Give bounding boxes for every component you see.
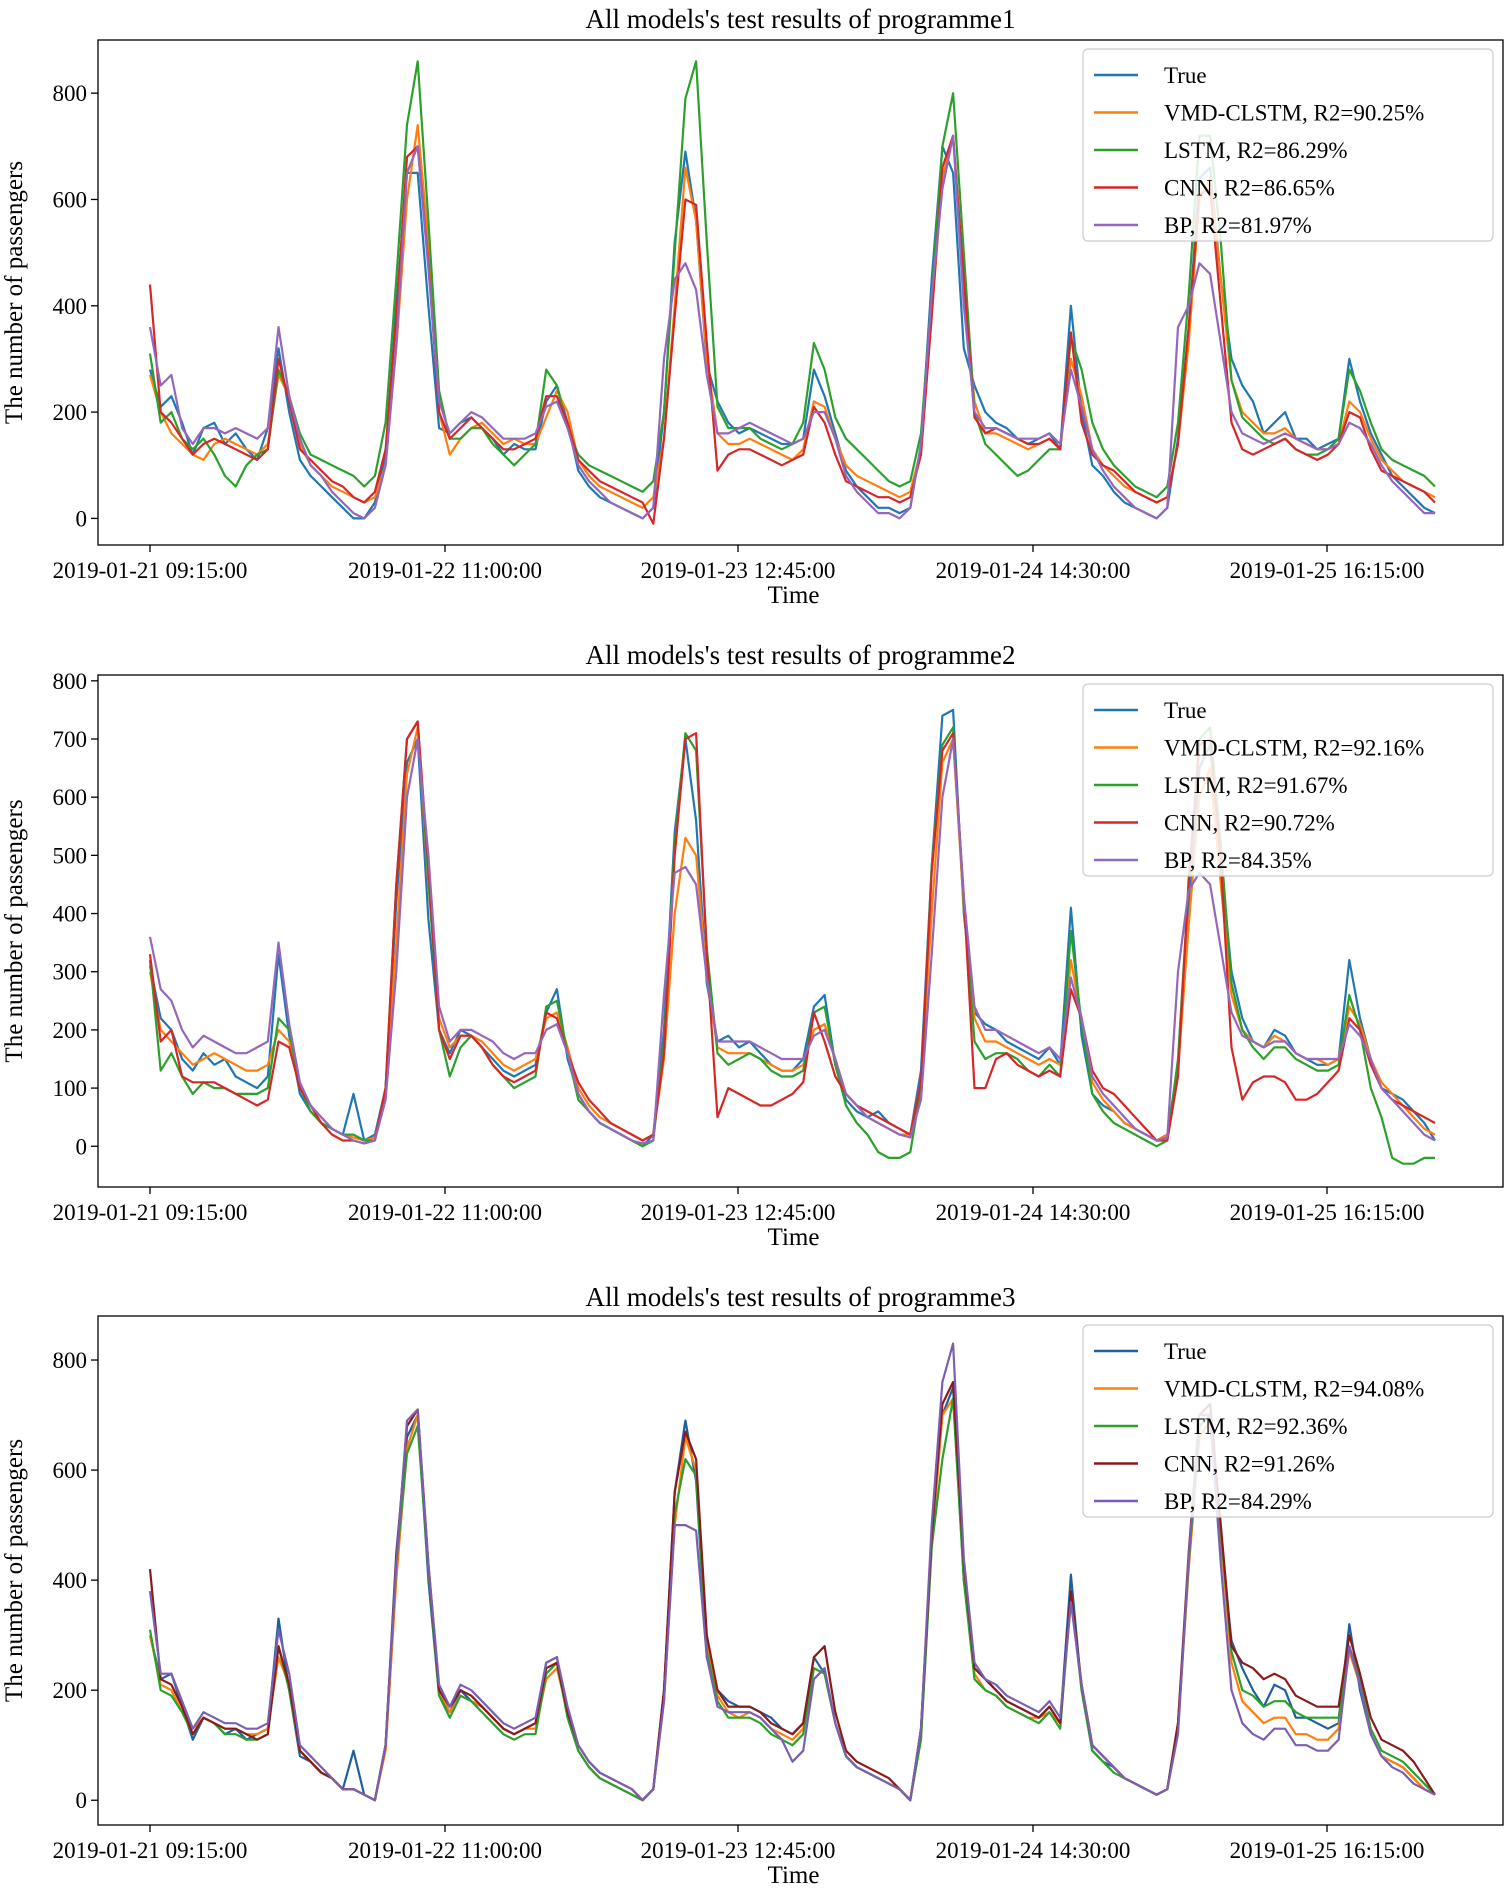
chart-title: All models's test results of programme1 <box>585 4 1015 34</box>
y-tick-label: 700 <box>53 727 88 752</box>
legend-label: CNN, R2=91.26% <box>1164 1452 1335 1477</box>
x-tick-label: 2019-01-24 14:30:00 <box>936 558 1131 583</box>
legend-label: True <box>1164 1339 1207 1364</box>
legend: True VMD-CLSTM, R2=90.25% LSTM, R2=86.29% C… <box>1082 48 1494 242</box>
y-tick-label: 100 <box>53 1076 88 1101</box>
x-axis-label: Time <box>768 1224 820 1251</box>
y-tick-label: 600 <box>53 785 88 810</box>
y-tick-label: 200 <box>53 400 88 425</box>
legend-label: LSTM, R2=92.36% <box>1164 1414 1348 1439</box>
y-axis-label: The number of passengers <box>1 1439 28 1702</box>
y-tick-label: 400 <box>53 1568 88 1593</box>
y-tick-label: 0 <box>76 1134 88 1159</box>
x-axis-label: Time <box>768 1862 820 1889</box>
x-axis-label: Time <box>768 582 820 609</box>
y-axis-label: The number of passengers <box>1 799 28 1062</box>
legend-box <box>1082 48 1494 242</box>
x-tick-label: 2019-01-21 09:15:00 <box>53 558 248 583</box>
legend-label: CNN, R2=86.65% <box>1164 176 1335 201</box>
axes-frame <box>97 674 1504 1188</box>
x-tick-label: 2019-01-21 09:15:00 <box>53 1838 248 1863</box>
legend-box <box>1082 1324 1494 1518</box>
axes-frame <box>97 39 1504 546</box>
plot-area <box>148 60 1436 525</box>
x-tick-label: 2019-01-21 09:15:00 <box>53 1200 248 1225</box>
y-tick-label: 0 <box>76 506 88 531</box>
x-tick-label: 2019-01-23 12:45:00 <box>641 1200 836 1225</box>
x-tick-label: 2019-01-22 11:00:00 <box>348 558 542 583</box>
plot-area <box>148 1342 1436 1802</box>
legend-label: True <box>1164 63 1207 88</box>
y-tick-label: 200 <box>53 1678 88 1703</box>
x-tick-label: 2019-01-24 14:30:00 <box>936 1200 1131 1225</box>
y-axis-label: The number of passengers <box>1 161 28 424</box>
legend: True VMD-CLSTM, R2=94.08% LSTM, R2=92.36% C… <box>1082 1324 1494 1518</box>
legend-label: VMD-CLSTM, R2=92.16% <box>1164 736 1424 761</box>
legend-label: BP, R2=84.35% <box>1164 848 1312 873</box>
x-tick-label: 2019-01-25 16:15:00 <box>1230 1200 1425 1225</box>
chart-title: All models's test results of programme2 <box>585 640 1015 670</box>
x-tick-label: 2019-01-25 16:15:00 <box>1230 1838 1425 1863</box>
legend-label: BP, R2=84.29% <box>1164 1489 1312 1514</box>
series-line-bp <box>148 737 1436 1145</box>
y-tick-label: 200 <box>53 1018 88 1043</box>
chart-1: All models's test results of programme1 0… <box>1 4 1504 609</box>
chart-3: All models's test results of programme3 0… <box>1 1282 1504 1889</box>
chart-2: All models's test results of programme2 0… <box>1 640 1504 1251</box>
legend-label: True <box>1164 698 1207 723</box>
legend-box <box>1082 683 1494 877</box>
y-tick-label: 600 <box>53 1458 88 1483</box>
y-tick-label: 0 <box>76 1788 88 1813</box>
legend-label: LSTM, R2=86.29% <box>1164 138 1348 163</box>
y-tick-label: 800 <box>53 669 88 694</box>
legend-label: VMD-CLSTM, R2=90.25% <box>1164 101 1424 126</box>
x-tick-label: 2019-01-22 11:00:00 <box>348 1838 542 1863</box>
legend: True VMD-CLSTM, R2=92.16% LSTM, R2=91.67% C… <box>1082 683 1494 877</box>
y-tick-label: 800 <box>53 81 88 106</box>
y-tick-label: 400 <box>53 294 88 319</box>
x-tick-label: 2019-01-24 14:30:00 <box>936 1838 1131 1863</box>
x-tick-label: 2019-01-22 11:00:00 <box>348 1200 542 1225</box>
legend-label: CNN, R2=90.72% <box>1164 811 1335 836</box>
legend-label: VMD-CLSTM, R2=94.08% <box>1164 1377 1424 1402</box>
x-tick-label: 2019-01-23 12:45:00 <box>641 1838 836 1863</box>
y-tick-label: 300 <box>53 960 88 985</box>
y-tick-label: 500 <box>53 843 88 868</box>
x-tick-label: 2019-01-25 16:15:00 <box>1230 558 1425 583</box>
legend-label: BP, R2=81.97% <box>1164 213 1312 238</box>
series-line-bp <box>148 1342 1436 1802</box>
y-tick-label: 800 <box>53 1348 88 1373</box>
series-line-bp <box>148 134 1435 520</box>
axes-frame <box>97 1315 1504 1826</box>
chart-title: All models's test results of programme3 <box>585 1282 1015 1312</box>
legend-label: LSTM, R2=91.67% <box>1164 773 1348 798</box>
y-tick-label: 400 <box>53 902 88 927</box>
y-tick-label: 600 <box>53 187 88 212</box>
x-tick-label: 2019-01-23 12:45:00 <box>641 558 836 583</box>
series-line-cnn <box>148 134 1436 525</box>
